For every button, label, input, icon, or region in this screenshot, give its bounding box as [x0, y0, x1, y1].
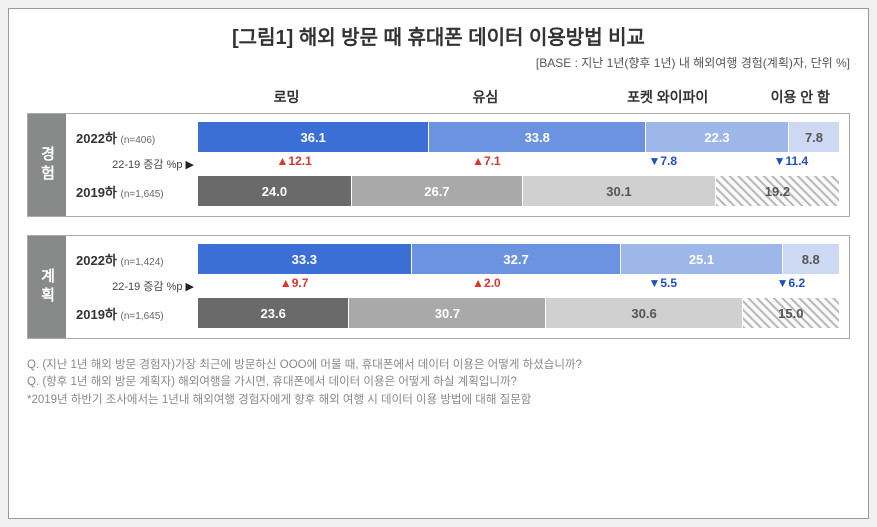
panel: 계획2022하 (n=1,424)33.332.725.18.822-19 증감…	[27, 235, 850, 339]
chart-container: [그림1] 해외 방문 때 휴대폰 데이터 이용방법 비교 [BASE : 지난…	[8, 8, 869, 519]
bar-row-label: 2019하 (n=1,645)	[76, 304, 198, 323]
bar-segment: 19.2	[716, 176, 839, 206]
delta-value: ▼11.4	[743, 154, 839, 174]
bar-row: 2022하 (n=1,424)33.332.725.18.8	[76, 244, 839, 274]
footer-notes: Q. (지난 1년 해외 방문 경험자)가장 최근에 방문하신 OOO에 머물 …	[27, 357, 850, 409]
panel-label: 계획	[28, 236, 66, 338]
bar-segment: 26.7	[352, 176, 523, 206]
bar-row: 2022하 (n=406)36.133.822.37.8	[76, 122, 839, 152]
delta-value: ▼7.8	[583, 154, 743, 174]
delta-row: 22-19 증감 %p ▶▲12.1▲7.1▼7.8▼11.4	[76, 154, 839, 174]
footer-line: Q. (향후 1년 해외 방문 계획자) 해외여행을 가시면, 휴대폰에서 데이…	[27, 374, 850, 391]
bar-row: 2019하 (n=1,645)24.026.730.119.2	[76, 176, 839, 206]
bar-segment: 25.1	[621, 244, 782, 274]
delta-value: ▲2.0	[390, 276, 582, 296]
bar-segment: 8.8	[783, 244, 839, 274]
category-legend: 로밍유심포켓 와이파이이용 안 함	[187, 87, 850, 107]
delta-label: 22-19 증감 %p ▶	[76, 156, 198, 172]
panel-label: 경험	[28, 114, 66, 216]
panel: 경험2022하 (n=406)36.133.822.37.822-19 증감 %…	[27, 113, 850, 217]
bar-segment: 7.8	[789, 122, 839, 152]
bar-row-label: 2019하 (n=1,645)	[76, 182, 198, 201]
category-label: 이용 안 함	[751, 87, 850, 107]
delta-value: ▲7.1	[390, 154, 582, 174]
chart-subtitle: [BASE : 지난 1년(향후 1년) 내 해외여행 경험(계획)자, 단위 …	[27, 54, 850, 71]
category-label: 로밍	[187, 87, 386, 107]
bar-segment: 36.1	[198, 122, 429, 152]
bar-segment: 15.0	[743, 298, 839, 328]
footer-line: *2019년 하반기 조사에서는 1년내 해외여행 경험자에게 향후 해외 여행…	[27, 392, 850, 409]
bar-segment: 33.3	[198, 244, 412, 274]
bar-segment: 33.8	[429, 122, 646, 152]
delta-value: ▲9.7	[198, 276, 390, 296]
bar-segment: 30.7	[349, 298, 546, 328]
bar-segment: 30.1	[523, 176, 716, 206]
bar-row-label: 2022하 (n=406)	[76, 128, 198, 147]
bar-segment: 30.6	[546, 298, 742, 328]
bar-segment: 24.0	[198, 176, 352, 206]
bar-row: 2019하 (n=1,645)23.630.730.615.0	[76, 298, 839, 328]
chart-title: [그림1] 해외 방문 때 휴대폰 데이터 이용방법 비교	[27, 21, 850, 50]
delta-label: 22-19 증감 %p ▶	[76, 278, 198, 294]
category-label: 유심	[386, 87, 585, 107]
footer-line: Q. (지난 1년 해외 방문 경험자)가장 최근에 방문하신 OOO에 머물 …	[27, 357, 850, 374]
category-label: 포켓 와이파이	[585, 87, 751, 107]
bar-row-label: 2022하 (n=1,424)	[76, 250, 198, 269]
delta-row: 22-19 증감 %p ▶▲9.7▲2.0▼5.5▼6.2	[76, 276, 839, 296]
bar-segment: 22.3	[646, 122, 789, 152]
bar-segment: 32.7	[412, 244, 622, 274]
bar-segment: 23.6	[198, 298, 349, 328]
delta-value: ▲12.1	[198, 154, 390, 174]
delta-value: ▼5.5	[583, 276, 743, 296]
delta-value: ▼6.2	[743, 276, 839, 296]
